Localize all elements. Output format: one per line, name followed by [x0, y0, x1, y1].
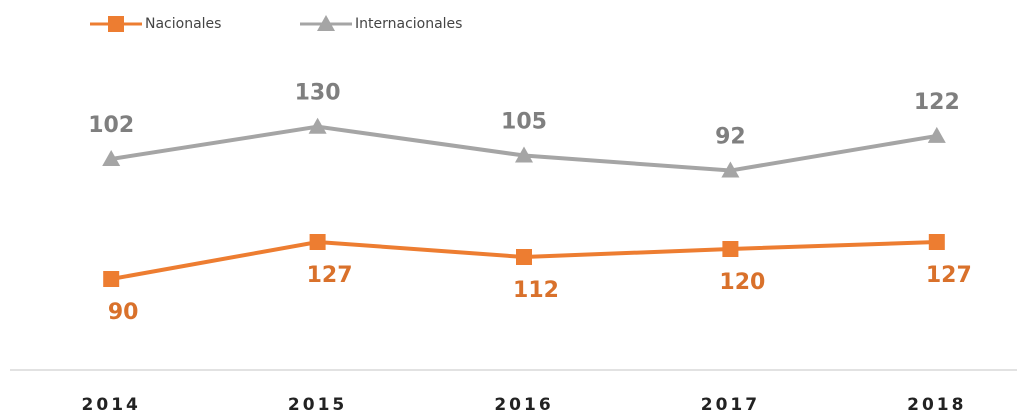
x-tick-label: 2018: [907, 395, 966, 413]
marker: [515, 146, 533, 163]
data-label: 127: [926, 263, 972, 288]
marker: [928, 234, 945, 250]
marker: [108, 16, 124, 32]
data-label: 92: [715, 125, 746, 150]
data-label: 122: [914, 90, 960, 115]
x-tick-label: 2015: [288, 395, 347, 413]
marker: [927, 126, 946, 143]
marker: [309, 234, 326, 250]
marker: [308, 117, 327, 134]
marker: [722, 241, 739, 257]
data-label: 130: [295, 81, 341, 106]
legend-label: Internacionales: [355, 16, 462, 32]
marker: [516, 249, 532, 265]
x-tick-label: 2016: [494, 395, 553, 413]
marker: [103, 271, 120, 287]
x-tick-label: 2014: [82, 395, 141, 413]
data-label: 112: [513, 278, 559, 303]
data-label: 120: [719, 270, 765, 295]
legend-label: Nacionales: [145, 16, 221, 32]
marker: [317, 15, 335, 31]
data-label: 105: [501, 110, 547, 135]
marker: [721, 161, 740, 178]
data-label: 90: [108, 300, 139, 325]
x-tick-label: 2017: [701, 395, 760, 413]
data-label: 127: [307, 263, 353, 288]
marker: [102, 150, 121, 166]
data-label: 102: [88, 113, 134, 138]
